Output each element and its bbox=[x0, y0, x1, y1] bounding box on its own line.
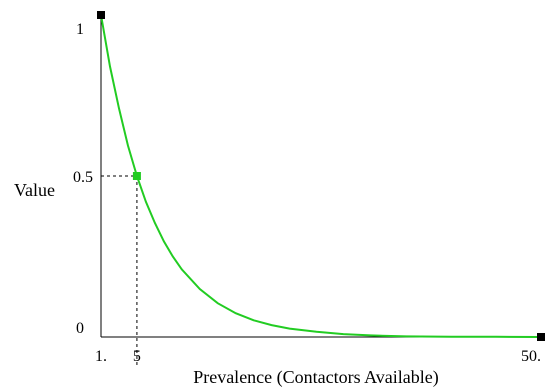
y-axis-label: Value bbox=[14, 180, 55, 200]
x-axis-label: Prevalence (Contactors Available) bbox=[193, 367, 439, 388]
series-line bbox=[100, 14, 542, 338]
y-tick-label: 0.5 bbox=[73, 169, 93, 186]
highlight-marker[interactable] bbox=[132, 172, 141, 180]
endpoint-marker-0[interactable] bbox=[97, 11, 105, 19]
x-tick-label: 5 bbox=[133, 348, 141, 365]
y-tick-label: 0 bbox=[76, 320, 84, 337]
x-tick-label: 50. bbox=[521, 348, 541, 365]
x-tick-label: 1. bbox=[95, 348, 107, 365]
y-tick-label: 1 bbox=[76, 21, 84, 38]
endpoint-marker-1[interactable] bbox=[537, 333, 545, 341]
